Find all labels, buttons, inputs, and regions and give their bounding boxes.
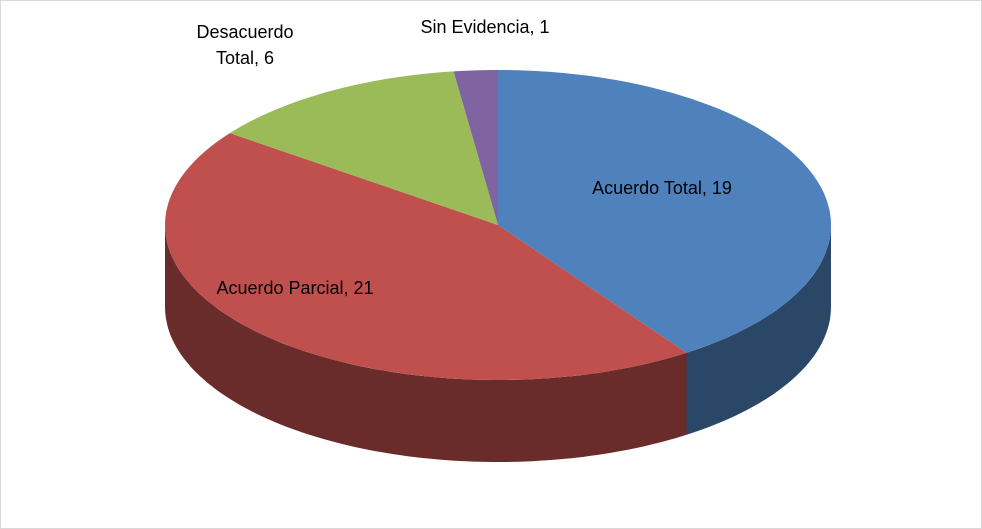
slice [229, 71, 498, 226]
slice-side [165, 225, 687, 462]
data-label: Acuerdo Parcial, 21 [216, 278, 374, 298]
data-label: Acuerdo Total, 19 [592, 178, 732, 198]
slice [498, 70, 831, 353]
slice [453, 70, 498, 225]
slice [165, 133, 687, 380]
slice-side [686, 225, 831, 435]
data-label: Desacuerdo Total, 6 [196, 22, 294, 68]
data-label: Sin Evidencia, 1 [420, 17, 550, 37]
